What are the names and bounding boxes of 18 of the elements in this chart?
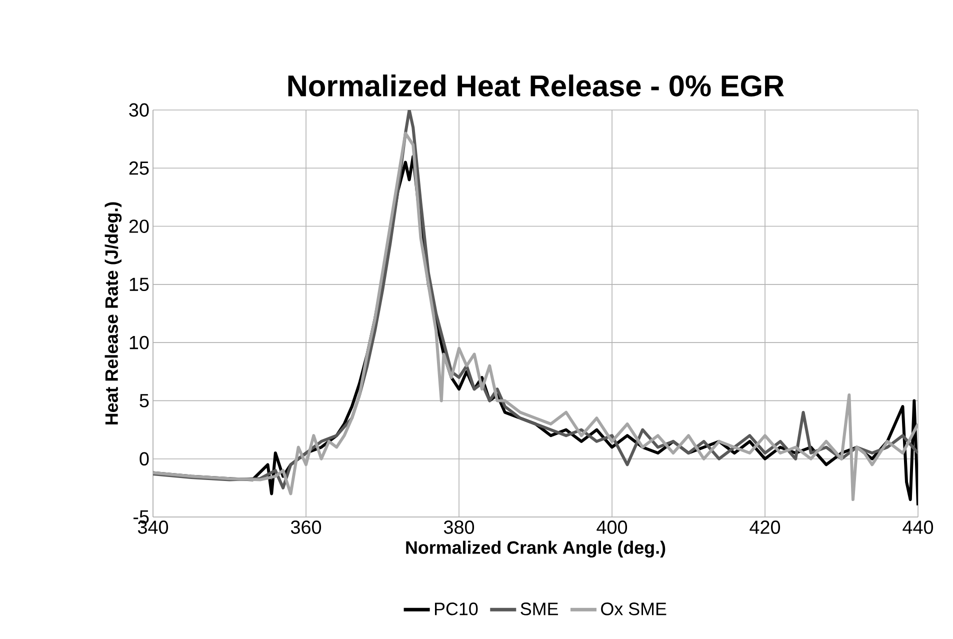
x-axis-title: Normalized Crank Angle (deg.) (406, 540, 666, 558)
x-tick-label: 440 (902, 520, 934, 534)
legend-label: SME (520, 602, 558, 616)
chart-title: Normalized Heat Release - 0% EGR (288, 74, 784, 96)
y-tick-label: 30 (129, 103, 149, 117)
y-tick-label: 5 (140, 394, 149, 408)
y-tick-label: 20 (129, 220, 149, 233)
y-tick-label: 0 (140, 452, 149, 466)
x-tick-label: 400 (596, 520, 628, 534)
y-tick-label: 25 (129, 161, 149, 175)
y-axis-title: Heat Release Rate (J/deg.) (104, 202, 122, 424)
y-tick-label: 10 (130, 336, 149, 350)
x-tick-label: 420 (750, 520, 780, 534)
legend-label: Ox SME (601, 602, 666, 616)
y-tick-label: 15 (130, 278, 149, 292)
x-tick-label: 380 (444, 520, 474, 534)
legend-label: PC10 (435, 602, 478, 616)
x-tick-label: 360 (290, 520, 322, 534)
